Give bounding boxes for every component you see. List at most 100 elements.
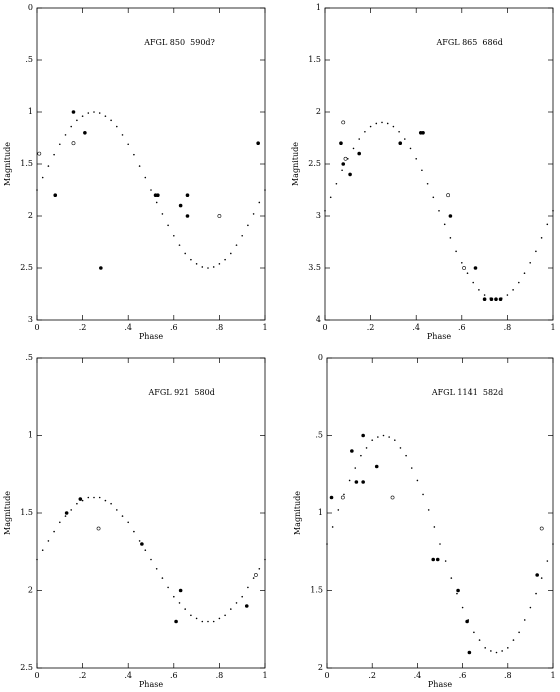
fit-dot	[326, 543, 328, 545]
fit-dot	[540, 577, 543, 579]
chart-title: AFGL 921 580d	[148, 388, 215, 397]
filled-point	[53, 193, 58, 197]
open-point	[390, 495, 395, 500]
filled-point	[185, 214, 190, 218]
fit-dot	[224, 258, 226, 261]
fit-dot	[116, 125, 118, 128]
fit-dot	[483, 294, 486, 296]
fit-dot	[444, 560, 447, 562]
y-tick-label: 1	[316, 3, 321, 12]
x-axis-label: Phase	[139, 332, 163, 341]
y-tick-label: 1.5	[308, 55, 321, 64]
chart-title: AFGL 1141 582d	[431, 388, 503, 397]
fit-dot	[36, 189, 38, 191]
fit-dot	[364, 130, 366, 133]
fit-dot	[47, 540, 50, 542]
fit-dot	[331, 526, 334, 528]
fit-dot	[195, 263, 198, 265]
y-tick-label: 4	[316, 315, 321, 324]
x-tick-label: .4	[412, 323, 420, 332]
fit-dot	[426, 182, 429, 185]
y-axis-label: Magnitude	[291, 142, 300, 186]
fit-dot	[369, 125, 372, 128]
filled-point	[244, 604, 249, 608]
fit-dot	[201, 266, 204, 268]
filled-point	[99, 266, 103, 270]
x-tick-label: 1	[262, 323, 267, 332]
fit-dot	[484, 647, 487, 649]
fit-dot	[195, 617, 198, 620]
fit-dot	[110, 502, 112, 505]
fit-dot	[416, 479, 419, 482]
x-tick-label: 0	[322, 323, 327, 332]
x-tick-label: .6	[459, 671, 467, 680]
fit-dot	[184, 608, 186, 610]
fit-dot	[324, 210, 326, 212]
fit-dot	[258, 201, 261, 204]
x-axis-label: Phase	[427, 332, 451, 341]
filled-point	[421, 131, 425, 135]
fit-dot	[546, 560, 549, 562]
fit-dot	[264, 189, 266, 191]
fit-dot	[173, 234, 175, 237]
y-tick-label: 2.5	[308, 159, 321, 168]
fit-dot	[439, 543, 441, 545]
open-point	[71, 141, 76, 146]
x-tick-label: .4	[124, 323, 132, 332]
fit-dot	[93, 496, 95, 499]
fit-dot	[449, 237, 452, 239]
fit-dot	[138, 540, 141, 542]
fit-dot	[64, 134, 67, 136]
fit-dot	[512, 289, 514, 291]
y-tick-label: 1.5	[20, 508, 33, 517]
fit-dot	[87, 496, 90, 499]
filled-point	[448, 214, 453, 218]
fit-dot	[212, 266, 215, 268]
y-axis-label: Magnitude	[3, 142, 12, 186]
filled-point	[467, 650, 472, 655]
open-point	[462, 266, 466, 270]
x-tick-label: .8	[216, 323, 224, 332]
filled-point	[64, 511, 69, 515]
fit-dot	[138, 165, 141, 167]
y-tick-label: 0	[318, 353, 323, 362]
filled-point	[354, 480, 359, 484]
filled-point	[256, 141, 260, 145]
filled-point	[361, 480, 365, 484]
x-tick-label: 0	[324, 671, 329, 680]
filled-point	[83, 131, 87, 135]
y-tick-label: 3	[28, 315, 33, 324]
x-tick-label: .6	[458, 323, 466, 332]
fit-dot	[104, 115, 107, 117]
fit-dot	[343, 493, 345, 496]
fit-dot	[398, 130, 400, 133]
filled-point	[185, 193, 190, 197]
fit-dot	[472, 281, 475, 284]
fit-dot	[150, 189, 152, 191]
fit-dot	[552, 210, 554, 212]
fit-dot	[388, 436, 390, 438]
fit-dot	[93, 111, 95, 113]
x-tick-label: .2	[79, 323, 87, 332]
fit-dot	[422, 493, 424, 496]
filled-point	[435, 557, 440, 562]
fit-dot	[415, 158, 418, 160]
open-point	[341, 120, 346, 125]
x-axis-label: Phase	[428, 680, 452, 689]
y-tick-label: 1.5	[20, 159, 33, 168]
fit-dot	[478, 289, 480, 291]
fit-dot	[489, 297, 492, 299]
fit-dot	[329, 196, 332, 199]
fit-dot	[360, 454, 362, 457]
y-axis-label: Magnitude	[293, 491, 302, 535]
fit-dot	[404, 138, 406, 140]
filled-point	[174, 619, 178, 624]
fit-dot	[59, 521, 61, 524]
filled-point	[456, 588, 460, 593]
chart-title: AFGL 865 686d	[436, 38, 503, 47]
fit-dot	[144, 176, 147, 179]
fit-dot	[461, 606, 464, 609]
fit-dot	[552, 543, 554, 545]
fit-dot	[81, 115, 84, 117]
fit-dot	[409, 147, 412, 150]
